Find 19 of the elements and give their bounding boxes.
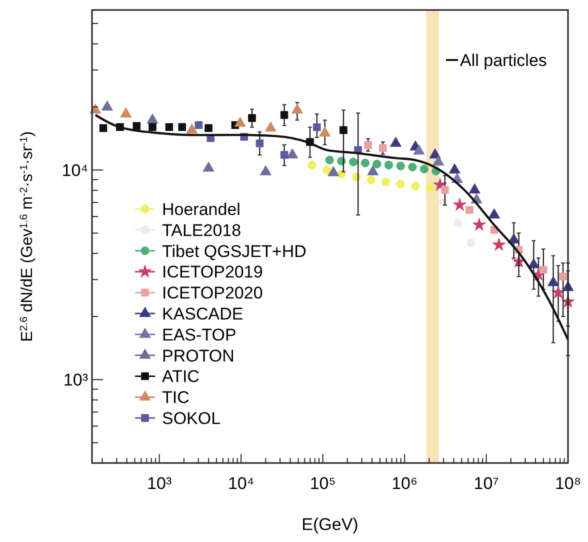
legend-label: ICETOP2020: [162, 284, 263, 303]
legend-label: TIC: [162, 388, 190, 408]
x-tick-label: 10³: [147, 474, 172, 493]
legend-label: Tibet QGSJET+HD: [162, 242, 306, 261]
legend-label: TALE2018: [162, 220, 242, 240]
x-axis-title: E(GeV): [302, 515, 358, 534]
legend-label: ICETOP2019: [162, 262, 263, 282]
legend-label: EAS-TOP: [162, 325, 236, 344]
x-tick-label: 10⁷: [474, 474, 499, 493]
legend-label: ATIC: [162, 367, 200, 386]
x-tick-label: 10⁸: [554, 474, 582, 493]
legend-label: KASCADE: [162, 304, 244, 324]
legend-label: Hoerandel: [162, 200, 240, 219]
legend-label: SOKOL: [162, 409, 221, 428]
x-tick-label: 10⁶: [392, 474, 418, 493]
legend-label: PROTON: [162, 346, 234, 366]
x-tick-label: 10⁵: [310, 474, 336, 493]
legend-label: All particles: [460, 51, 547, 70]
x-tick-label: 10⁴: [228, 474, 254, 493]
